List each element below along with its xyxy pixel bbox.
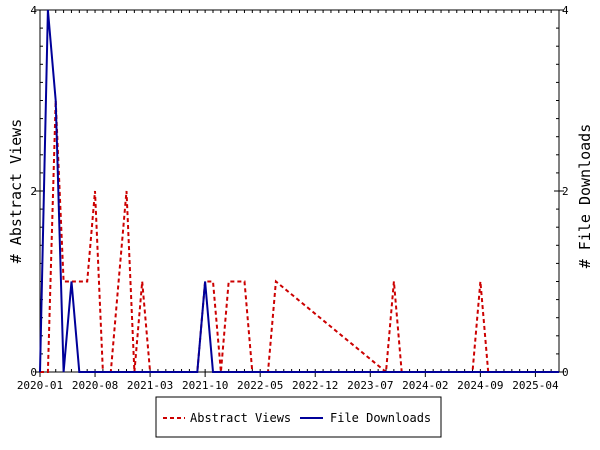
y-tick-label-left: 0 <box>30 366 37 379</box>
legend: Abstract Views File Downloads <box>155 396 442 438</box>
legend-label-abstract-views: Abstract Views <box>190 411 291 425</box>
x-axis: 2020-01 2020-08 2021-03 2021-10 2022-05 2022-… <box>17 10 560 392</box>
y-axis-left-title: # Abstract Views <box>7 119 25 264</box>
legend-box <box>155 396 442 438</box>
x-tick-label: 2020-01 <box>17 379 63 392</box>
legend-label-file-downloads: File Downloads <box>330 411 431 425</box>
series-layer <box>39 9 559 374</box>
x-tick-label: 2021-03 <box>127 379 173 392</box>
y-tick-label-left: 4 <box>30 4 37 17</box>
y-tick-label-right: 4 <box>562 4 569 17</box>
y-tick-label-left: 2 <box>30 185 37 198</box>
y-axis-left: 0 2 4 <box>30 4 45 379</box>
y-tick-label-right: 2 <box>562 185 569 198</box>
x-tick-label: 2024-09 <box>457 379 503 392</box>
x-tick-label: 2024-02 <box>402 379 448 392</box>
y-axis-right-title: # File Downloads <box>576 124 594 269</box>
y-tick-label-right: 0 <box>562 366 569 379</box>
x-tick-label: 2025-04 <box>512 379 559 392</box>
x-tick-label: 2022-05 <box>237 379 283 392</box>
x-tick-label: 2020-08 <box>72 379 118 392</box>
x-tick-label: 2022-12 <box>292 379 338 392</box>
x-tick-label: 2023-07 <box>347 379 393 392</box>
plot-area <box>39 9 560 373</box>
x-tick-label: 2021-10 <box>182 379 228 392</box>
series-line-file-downloads <box>39 9 559 373</box>
